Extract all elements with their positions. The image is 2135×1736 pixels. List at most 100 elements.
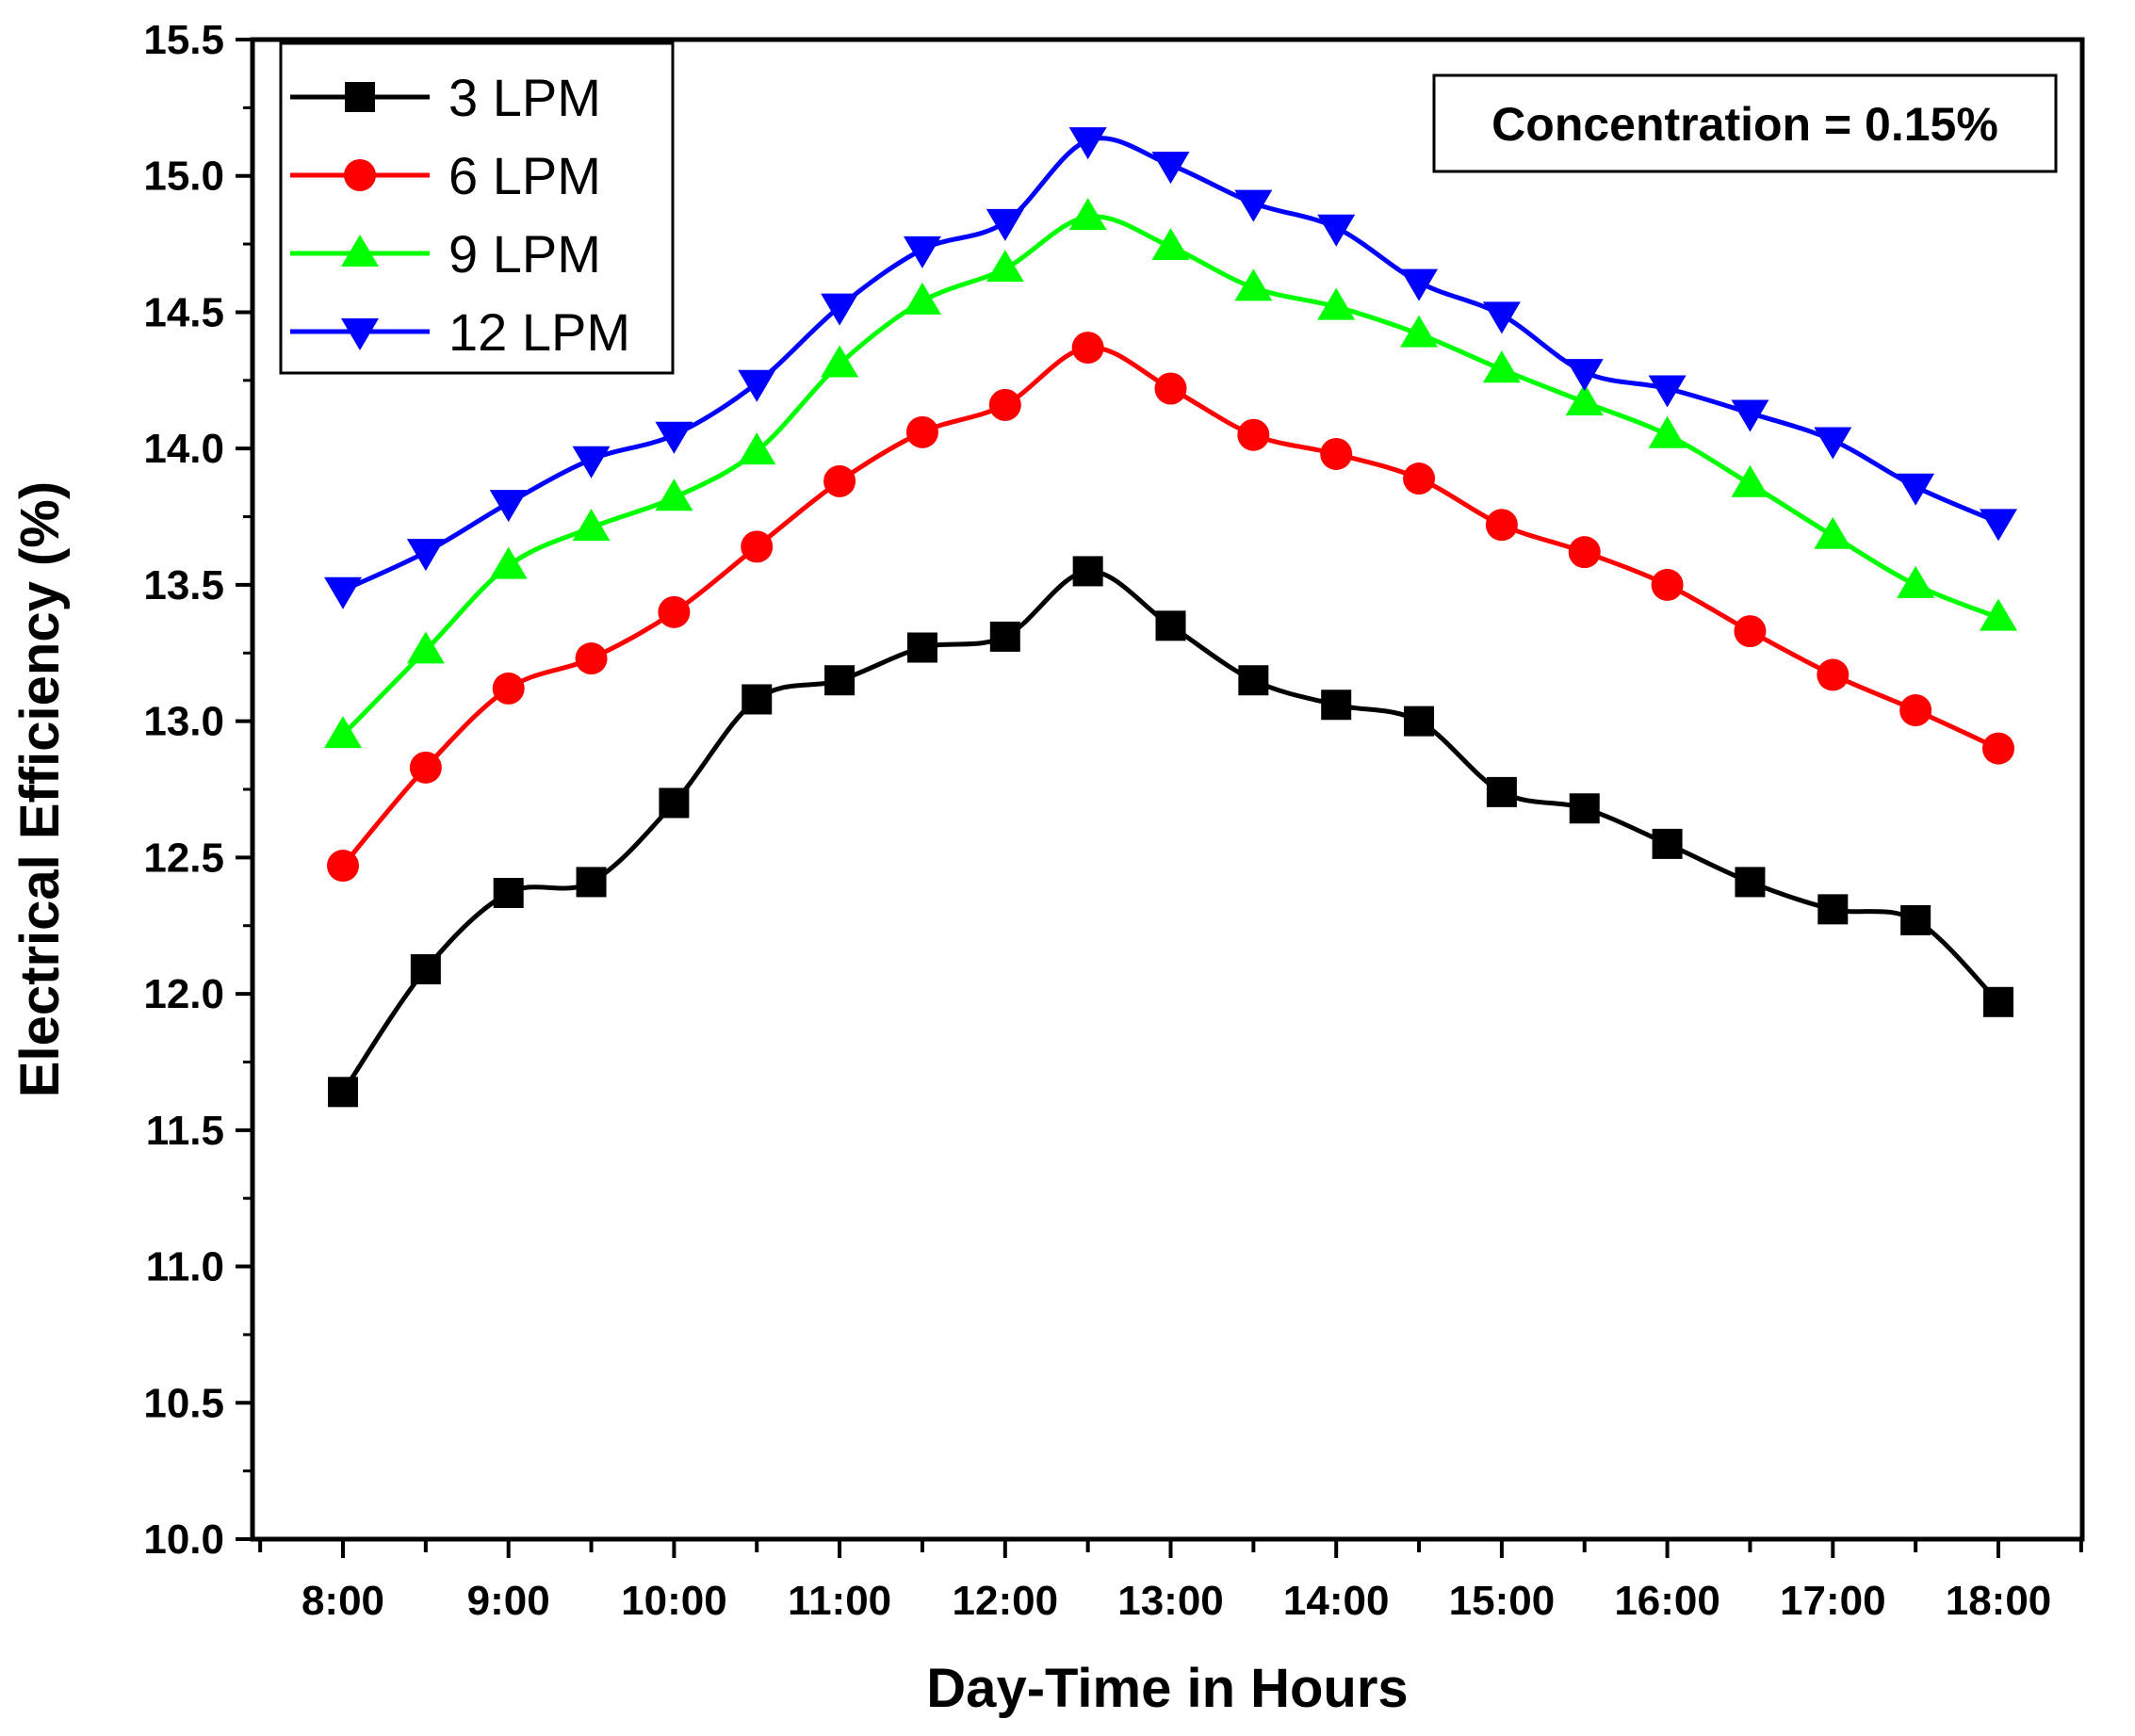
legend-label: 6 LPM [448,146,601,205]
data-point-12-lpm [903,235,941,268]
data-point-6-lpm [575,642,608,675]
data-point-12-lpm [1980,509,2017,542]
x-axis-title: Day-Time in Hours [926,1658,1408,1719]
data-point-9-lpm [821,345,859,378]
annotation-text: Concentration = 0.15% [1491,98,1998,151]
data-point-3-lpm [659,787,690,819]
data-point-9-lpm [1980,598,2017,631]
data-point-12-lpm [572,446,611,479]
data-point-9-lpm [1068,198,1107,231]
data-point-9-lpm [324,716,362,749]
y-tick-label: 13.0 [143,699,224,745]
data-point-6-lpm [409,751,442,784]
data-point-9-lpm [1151,227,1190,260]
annotation-box: Concentration = 0.15% [1432,73,2058,173]
data-point-12-lpm [1234,189,1273,222]
y-tick-label: 12.5 [143,835,224,881]
data-point-6-lpm [1734,615,1767,648]
data-point-6-lpm [905,415,938,448]
y-tick-label: 14.0 [143,426,224,472]
data-point-3-lpm [824,665,856,696]
data-point-3-lpm [1735,867,1766,898]
data-point-3-lpm [1321,690,1352,721]
data-point-9-lpm [1648,415,1687,448]
data-point-6-lpm [1899,694,1932,727]
data-point-9-lpm [986,250,1024,283]
data-point-3-lpm [1072,556,1103,587]
data-point-12-lpm [986,208,1024,241]
data-point-9-lpm [406,631,445,664]
legend-label: 9 LPM [448,224,601,284]
x-tick-label: 17:00 [1780,1578,1886,1624]
series-3-lpm [328,556,2013,1108]
data-point-9-lpm [489,546,528,579]
legend: 3 LPM 6 LPM 9 LPM 12 LPM [279,41,675,375]
data-point-12-lpm [1648,375,1687,408]
data-point-12-lpm [655,421,693,454]
legend-marker [344,159,376,191]
legend-marker [341,235,379,267]
data-point-6-lpm [1651,568,1684,601]
data-point-3-lpm [989,621,1020,652]
data-point-3-lpm [576,867,607,898]
data-point-9-lpm [655,479,693,511]
data-point-9-lpm [1897,565,1935,598]
legend-marker [341,318,379,350]
data-point-12-lpm [406,539,445,572]
data-point-6-lpm [658,595,691,628]
x-tick-label: 16:00 [1614,1578,1720,1624]
data-point-6-lpm [1320,437,1353,470]
x-tick-label: 13:00 [1117,1578,1224,1624]
x-tick-label: 12:00 [953,1578,1059,1624]
data-point-9-lpm [1234,268,1273,301]
data-point-12-lpm [738,369,776,402]
data-point-12-lpm [1151,152,1190,185]
data-point-3-lpm [1900,904,1931,935]
data-point-3-lpm [1486,776,1517,807]
data-point-3-lpm [1983,986,2013,1017]
data-point-6-lpm [1403,462,1436,495]
y-tick-label: 10.5 [143,1380,224,1426]
legend-marker [345,82,375,112]
data-point-3-lpm [328,1077,358,1108]
data-point-3-lpm [410,954,441,985]
data-point-12-lpm [1731,399,1769,432]
data-point-9-lpm [1317,287,1356,320]
legend-label: 3 LPM [448,68,601,127]
data-point-6-lpm [492,672,525,705]
data-point-3-lpm [493,877,524,908]
data-point-3-lpm [1817,894,1849,925]
data-point-6-lpm [1485,509,1518,542]
data-point-9-lpm [572,509,611,542]
data-point-12-lpm [489,490,528,523]
data-point-12-lpm [1814,427,1852,460]
x-tick-label: 14:00 [1283,1578,1390,1624]
x-tick-label: 9:00 [467,1578,550,1624]
data-point-6-lpm [1154,372,1187,405]
data-point-6-lpm [1237,418,1270,451]
y-tick-label: 15.5 [143,17,224,63]
data-point-9-lpm [1400,315,1439,348]
y-axis-title: Electrical Efficiency (%) [9,481,71,1097]
y-tick-label: 12.0 [143,971,224,1017]
y-tick-label: 13.5 [143,562,224,608]
data-point-3-lpm [1569,793,1600,824]
data-point-6-lpm [1982,732,2014,765]
data-point-3-lpm [1238,665,1269,696]
y-tick-label: 15.0 [143,154,224,200]
legend-item-3-lpm: 3 LPM [290,68,601,127]
data-point-9-lpm [1814,516,1852,549]
legend-item-12-lpm: 12 LPM [290,302,630,362]
data-point-9-lpm [903,282,941,315]
x-tick-label: 15:00 [1449,1578,1556,1624]
data-point-6-lpm [1071,332,1104,365]
x-tick-label: 10:00 [621,1578,727,1624]
data-point-3-lpm [1155,610,1186,641]
data-point-12-lpm [821,293,859,326]
data-point-12-lpm [1897,473,1935,506]
data-point-3-lpm [1652,828,1683,859]
data-point-9-lpm [738,432,776,465]
data-point-9-lpm [1482,350,1521,383]
data-point-9-lpm [1731,464,1769,497]
